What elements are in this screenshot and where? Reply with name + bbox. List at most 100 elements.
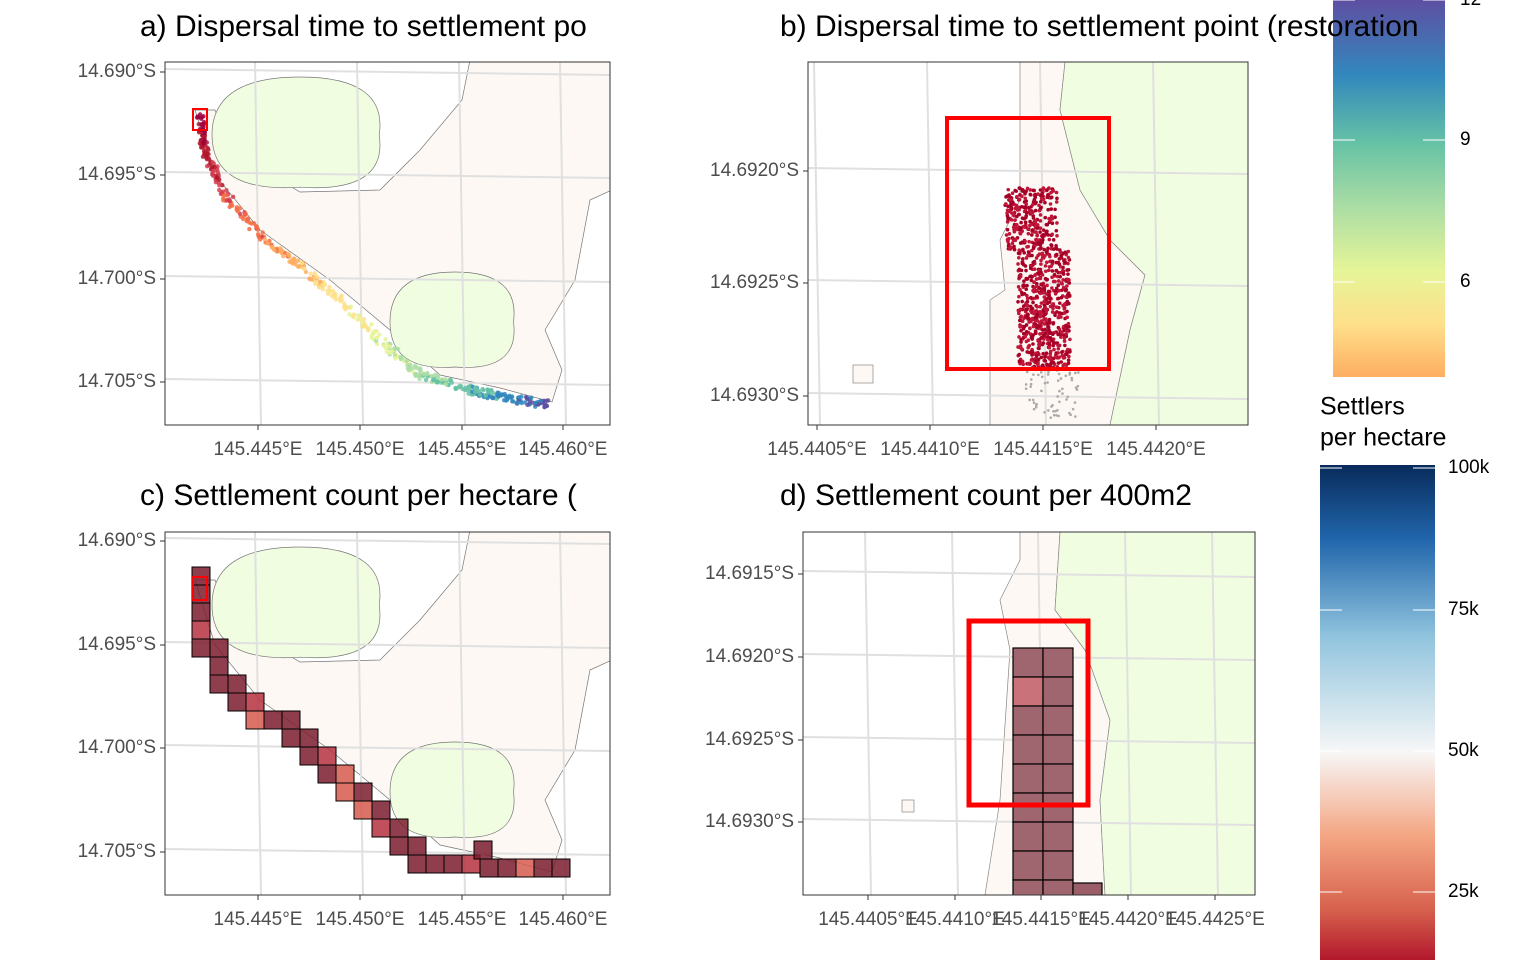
settler-point bbox=[1016, 255, 1021, 260]
settler-point bbox=[1057, 257, 1062, 261]
settler-point bbox=[1051, 302, 1056, 306]
settlement-cell bbox=[353, 800, 373, 820]
settler-point bbox=[393, 356, 398, 361]
grid-line bbox=[559, 62, 567, 425]
settler-point bbox=[1008, 197, 1012, 202]
settler-point bbox=[1043, 410, 1046, 414]
settler-point bbox=[1038, 243, 1043, 247]
y-tick-label: 14.6920°S bbox=[710, 160, 799, 181]
settler-point bbox=[1018, 274, 1023, 278]
settler-point bbox=[388, 350, 393, 356]
settler-point bbox=[1006, 204, 1010, 209]
settler-point bbox=[1038, 219, 1043, 223]
reef bbox=[211, 546, 381, 659]
settler-point bbox=[1012, 247, 1017, 252]
settler-point bbox=[308, 271, 313, 276]
grid-line bbox=[254, 62, 262, 425]
settlement-cell bbox=[1042, 705, 1074, 736]
grid-line bbox=[864, 532, 872, 895]
settler-point bbox=[1039, 239, 1044, 243]
settler-point bbox=[1049, 195, 1054, 200]
map-panel bbox=[165, 62, 610, 425]
settler-point bbox=[1025, 277, 1029, 281]
settler-point bbox=[1020, 216, 1025, 220]
colorbar-time bbox=[1333, 0, 1445, 377]
settler-point bbox=[435, 375, 441, 380]
settler-point bbox=[1056, 346, 1061, 351]
settler-point bbox=[1061, 285, 1066, 290]
settler-point bbox=[201, 125, 206, 130]
settler-point bbox=[504, 394, 509, 399]
settler-point bbox=[1056, 283, 1061, 288]
settler-point bbox=[1029, 335, 1034, 340]
settler-point bbox=[1059, 360, 1063, 364]
settler-point bbox=[1028, 192, 1033, 197]
grid-line bbox=[165, 848, 610, 856]
grid-line bbox=[165, 275, 610, 283]
settler-point bbox=[1007, 232, 1012, 236]
y-tick-label: 14.695°S bbox=[78, 164, 156, 185]
settler-point bbox=[327, 289, 332, 294]
settler-point bbox=[1047, 293, 1051, 298]
settler-point bbox=[1014, 203, 1019, 208]
settler-point bbox=[1023, 220, 1028, 225]
settler-point bbox=[1056, 379, 1060, 383]
x-tick-label: 145.450°E bbox=[316, 439, 405, 460]
settler-point bbox=[1049, 190, 1053, 195]
settler-point bbox=[230, 203, 235, 208]
settler-point bbox=[1048, 254, 1052, 259]
legend-label: 9 bbox=[1460, 129, 1471, 150]
settler-point bbox=[1042, 187, 1046, 191]
settler-point bbox=[1056, 279, 1061, 283]
settler-point bbox=[1021, 304, 1026, 309]
settler-point bbox=[1039, 262, 1043, 266]
settlement-cell bbox=[1042, 647, 1074, 678]
settler-point bbox=[1050, 332, 1055, 337]
settler-point bbox=[1035, 313, 1039, 318]
settler-point bbox=[1029, 233, 1034, 237]
settler-point bbox=[516, 395, 522, 400]
settlement-cell bbox=[317, 764, 337, 784]
settler-point bbox=[1062, 258, 1066, 263]
settler-point bbox=[361, 316, 367, 322]
settlement-cell bbox=[389, 836, 409, 856]
settler-point bbox=[1077, 371, 1080, 374]
settler-point bbox=[220, 189, 226, 194]
settler-point bbox=[501, 398, 507, 403]
settler-point bbox=[1053, 291, 1058, 296]
settler-point bbox=[453, 386, 459, 391]
legend-label: 12 bbox=[1460, 0, 1481, 10]
settler-point bbox=[1035, 294, 1039, 299]
settler-point bbox=[1046, 373, 1050, 376]
settler-point bbox=[418, 368, 423, 374]
y-tick-label: 14.6930°S bbox=[710, 385, 799, 406]
x-tick-label: 145.450°E bbox=[316, 909, 405, 930]
settler-point bbox=[1054, 243, 1058, 248]
panel-title: b) Dispersal time to settlement point (r… bbox=[780, 10, 1419, 43]
settler-point bbox=[1065, 347, 1070, 352]
settler-point bbox=[1076, 384, 1080, 388]
settler-point bbox=[543, 402, 548, 408]
settler-point bbox=[1032, 267, 1037, 271]
settler-point bbox=[312, 271, 318, 276]
grid-line bbox=[458, 62, 466, 425]
settlement-cell bbox=[407, 836, 427, 856]
settler-point bbox=[1067, 354, 1071, 359]
settler-point bbox=[1022, 279, 1026, 283]
settler-point bbox=[476, 388, 482, 394]
settler-point bbox=[1065, 398, 1068, 401]
settler-point bbox=[287, 259, 292, 264]
settler-point bbox=[1038, 304, 1042, 309]
grid-line bbox=[165, 378, 610, 386]
settler-point bbox=[1030, 378, 1033, 381]
settler-point bbox=[1017, 335, 1021, 339]
settlement-cell bbox=[191, 638, 211, 658]
settler-point bbox=[1040, 282, 1044, 287]
settler-point bbox=[210, 160, 215, 165]
settler-point bbox=[1026, 227, 1030, 232]
settler-point bbox=[1038, 321, 1042, 325]
settler-point bbox=[1054, 305, 1059, 310]
settler-point bbox=[327, 284, 332, 290]
settler-point bbox=[215, 170, 221, 175]
settler-point bbox=[317, 285, 322, 290]
